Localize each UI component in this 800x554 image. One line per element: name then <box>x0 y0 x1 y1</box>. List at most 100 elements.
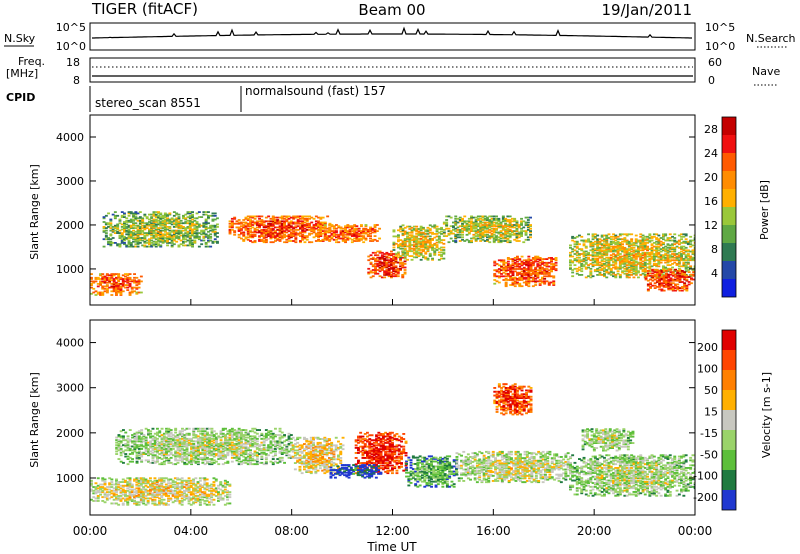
velocity-echo-cell <box>205 503 209 506</box>
power-echo-cell <box>193 234 197 237</box>
power-echo-cell <box>136 217 140 220</box>
power-echo-cell <box>504 269 508 272</box>
power-echo-cell <box>274 235 277 237</box>
velocity-echo-cell <box>198 493 202 496</box>
power-echo-cell <box>587 256 590 259</box>
power-echo-cell <box>276 237 280 240</box>
power-echo-cell <box>671 288 675 291</box>
power-echo-cell <box>506 258 510 260</box>
power-echo-cell <box>525 268 528 270</box>
power-echo-cell <box>614 242 618 244</box>
power-echo-cell <box>399 267 402 270</box>
power-echo-cell <box>103 275 107 278</box>
velocity-echo-cell <box>176 484 180 487</box>
power-echo-cell <box>630 271 634 274</box>
power-echo-cell <box>517 225 521 228</box>
power-echo-cell <box>154 218 158 221</box>
velocity-echo-cell <box>194 501 198 504</box>
power-echo-cell <box>314 240 318 242</box>
velocity-echo-cell <box>171 486 175 488</box>
power-echo-cell <box>511 277 515 280</box>
velocity-echo-cell <box>167 489 170 492</box>
power-echo-cell <box>648 254 652 257</box>
power-echo-cell <box>598 242 602 244</box>
power-echo-cell <box>658 277 662 280</box>
power-echo-cell <box>115 278 118 280</box>
velocity-echo-cell <box>194 489 198 492</box>
power-echo-cell <box>341 236 345 239</box>
power-echo-cell <box>301 233 305 236</box>
velocity-echo-cell <box>158 492 161 495</box>
power-echo-cell <box>237 229 241 231</box>
power-echo-cell <box>175 232 179 234</box>
power-echo-cell <box>109 218 113 221</box>
power-echo-cell <box>383 261 387 264</box>
power-echo-cell <box>321 224 325 226</box>
power-echo-cell <box>648 263 652 265</box>
power-echo-cell <box>276 220 280 223</box>
power-echo-cell <box>609 235 613 238</box>
power-echo-cell <box>103 279 107 282</box>
power-echo-cell <box>641 265 645 268</box>
velocity-echo-cell <box>189 491 193 494</box>
power-echo-cell <box>538 282 542 285</box>
power-echo-cell <box>605 276 609 279</box>
power-echo-cell <box>680 270 684 272</box>
power-echo-cell <box>669 287 673 289</box>
power-echo-cell <box>675 258 679 260</box>
power-echo-cell <box>128 294 132 296</box>
power-echo-cell <box>653 268 657 271</box>
power-echo-cell <box>657 253 661 255</box>
power-echo-cell <box>686 242 690 244</box>
power-echo-cell <box>582 251 586 254</box>
power-echo-cell <box>172 211 176 213</box>
power-echo-cell <box>188 234 192 237</box>
power-echo-cell <box>665 279 668 282</box>
power-echo-cell <box>479 240 483 242</box>
velocity-echo-cell <box>226 502 229 505</box>
power-echo-cell <box>690 278 693 281</box>
power-echo-cell <box>632 256 636 259</box>
velocity-echo-cell <box>135 489 139 492</box>
power-echo-cell <box>618 266 622 269</box>
power-echo-cell <box>437 240 441 243</box>
velocity-echo-cell <box>90 498 93 501</box>
power-echo-cell <box>632 242 636 244</box>
power-echo-cell <box>664 261 668 264</box>
velocity-echo-cell <box>180 484 184 487</box>
freq-label-1: Freq. <box>18 55 45 68</box>
velocity-echo-cell <box>158 487 161 490</box>
power-echo-cell <box>115 285 118 288</box>
power-echo-cell <box>325 238 329 241</box>
power-echo-cell <box>415 230 419 233</box>
velocity-echo-cell <box>105 486 109 488</box>
power-echo-cell <box>323 222 327 225</box>
power-echo-cell <box>152 230 156 233</box>
velocity-echo-cell <box>119 441 123 444</box>
power-echo-cell <box>596 270 600 273</box>
power-echo-cell <box>177 232 181 234</box>
velocity-echo-cell <box>94 482 98 485</box>
power-echo-cell <box>119 286 123 289</box>
velocity-echo-cell <box>160 481 164 483</box>
power-echo-cell <box>299 226 302 229</box>
power-echo-cell <box>124 280 127 283</box>
power-echo-cell <box>161 217 165 220</box>
power-echo-cell <box>632 255 636 258</box>
power-echo-cell <box>191 229 194 232</box>
velocity-echo-cell <box>173 486 177 488</box>
power-echo-cell <box>337 233 341 236</box>
power-echo-cell <box>569 246 572 249</box>
power-echo-cell <box>461 220 464 223</box>
power-echo-cell <box>486 230 489 232</box>
power-echo-cell <box>587 253 590 255</box>
power-echo-cell <box>132 219 135 222</box>
power-echo-cell <box>403 231 407 234</box>
power-echo-cell <box>618 234 622 237</box>
power-echo-cell <box>627 271 631 274</box>
power-echo-cell <box>686 261 690 264</box>
velocity-echo-cell <box>105 497 109 500</box>
velocity-echo-cell <box>210 495 214 497</box>
power-echo-cell <box>417 245 421 248</box>
